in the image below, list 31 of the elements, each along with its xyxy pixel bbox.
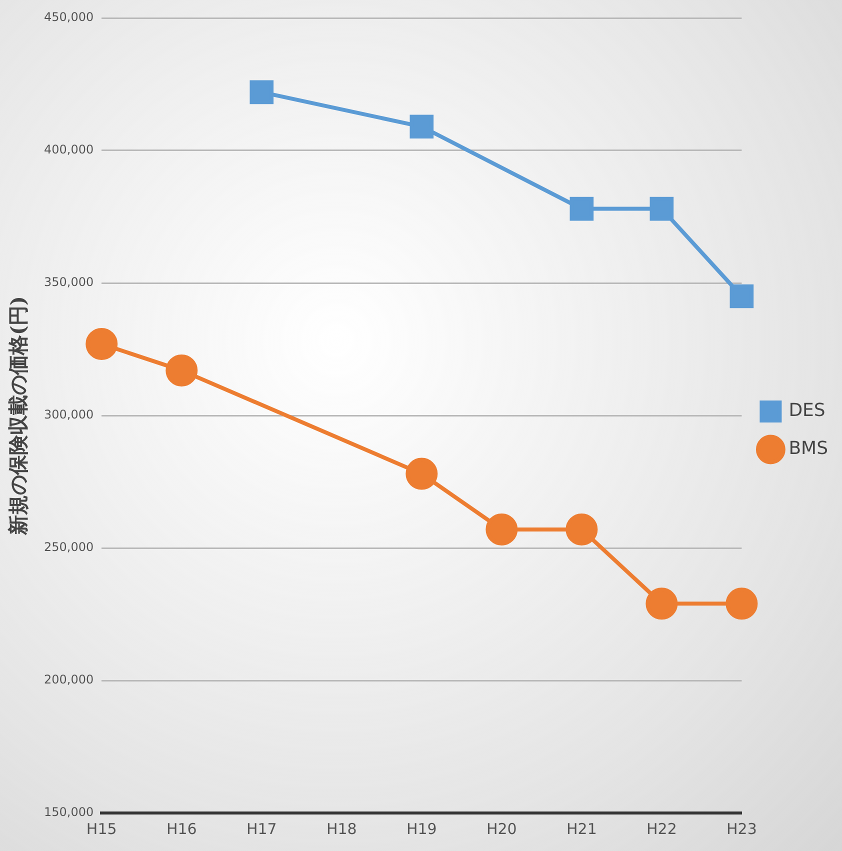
x-tick-label: H22 bbox=[646, 820, 677, 838]
point bbox=[166, 354, 198, 386]
x-tick-label: H15 bbox=[86, 820, 117, 838]
point bbox=[486, 513, 518, 546]
y-tick-label: 400,000 bbox=[44, 142, 94, 157]
point bbox=[410, 114, 434, 139]
y-tick-label: 450,000 bbox=[44, 10, 94, 24]
legend-label: BMS bbox=[788, 438, 828, 460]
y-tick-label: 250,000 bbox=[44, 540, 94, 554]
point bbox=[650, 196, 674, 221]
legend-label: DES bbox=[788, 400, 826, 422]
x-tick-label: H19 bbox=[406, 820, 437, 838]
y-tick-label: 150,000 bbox=[44, 805, 94, 820]
point bbox=[566, 513, 598, 546]
x-tick-label: H16 bbox=[166, 820, 197, 838]
point bbox=[86, 328, 118, 360]
point bbox=[250, 80, 274, 104]
x-tick-label: H20 bbox=[486, 820, 517, 838]
y-tick-label: 300,000 bbox=[44, 408, 94, 422]
point bbox=[646, 588, 678, 620]
point bbox=[730, 284, 754, 308]
x-tick-label: H17 bbox=[246, 820, 277, 838]
x-tick-label: H18 bbox=[326, 820, 357, 838]
y-tick-label: 350,000 bbox=[44, 275, 94, 290]
y-tick-label: 200,000 bbox=[44, 672, 94, 687]
x-tick-label: H21 bbox=[566, 820, 597, 838]
point bbox=[406, 458, 438, 490]
point bbox=[570, 196, 594, 221]
point bbox=[726, 588, 758, 620]
y-axis-title: 新規の保険収載の価格(円) bbox=[6, 296, 30, 536]
x-tick-label: H23 bbox=[726, 820, 757, 838]
